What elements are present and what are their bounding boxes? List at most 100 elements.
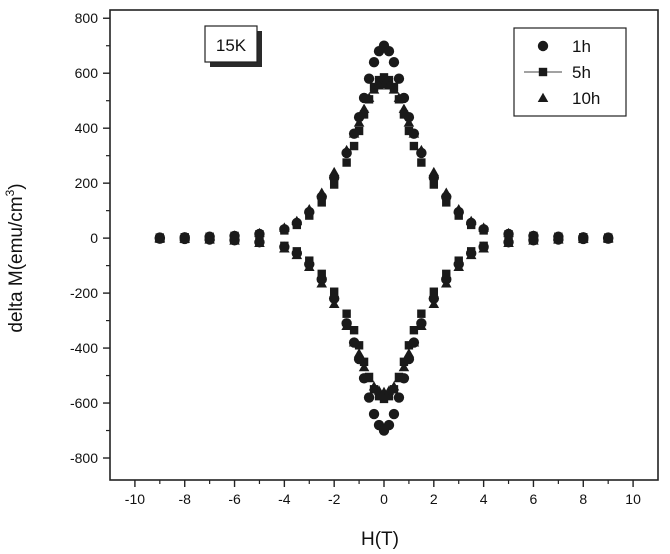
x-tick-label: -4 [278,491,291,507]
data-point-10h [383,80,395,90]
data-point-1h [279,224,290,235]
data-point-10h [358,362,370,372]
data-point-1h [503,237,514,248]
x-tick-label: -8 [179,491,192,507]
data-point-1h [408,337,420,348]
temperature-annotation-text: 15K [216,36,247,55]
data-point-5h [399,357,409,367]
y-tick-label: -600 [70,395,98,411]
data-point-1h [403,111,415,123]
x-tick-label: -6 [228,491,241,507]
legend-marker-5h [538,67,548,77]
data-point-1h [341,318,352,329]
data-point-1h [408,128,420,139]
data-point-1h [353,111,365,123]
data-point-1h [383,419,395,431]
data-point-5h [349,141,359,151]
data-point-1h [291,217,303,229]
data-point-5h [399,110,409,119]
legend-label: 1h [572,37,591,56]
data-point-1h [368,57,380,68]
data-point-1h [578,233,589,245]
data-point-1h [388,57,400,68]
data-point-5h [354,126,364,136]
data-point-10h [358,103,370,113]
data-point-5h [429,180,439,189]
data-point-5h [379,394,389,404]
data-point-1h [204,234,215,245]
data-point-1h [478,224,489,235]
x-tick-label: 2 [430,491,438,507]
data-point-1h [453,259,464,270]
data-point-10h [398,103,410,113]
legend: 1h 5h 10h [513,27,627,117]
series-1h [154,40,614,436]
data-point-1h [416,147,427,159]
data-point-5h [417,309,426,318]
data-point-10h [398,362,410,372]
data-point-1h [353,353,365,365]
data-point-1h [403,353,415,365]
x-tick-label: 8 [579,491,587,507]
data-point-1h [254,237,265,248]
legend-item-5h: 5h [524,63,591,82]
data-point-1h [358,92,370,104]
data-point-5h [442,269,451,279]
series-5h [155,73,613,404]
x-tick-label: 6 [530,491,538,507]
data-point-1h [154,233,166,244]
y-tick-label: -800 [70,450,98,466]
data-point-1h [304,259,315,270]
data-point-5h [417,158,426,167]
data-point-1h [383,46,395,57]
data-point-1h [368,408,380,420]
data-point-5h [359,110,369,119]
data-point-1h [341,147,352,159]
y-axis: -800 -600 -400 -200 0 200 400 600 800 [70,10,110,466]
data-point-1h [348,128,360,139]
data-point-1h [478,241,489,253]
plot-area [109,9,659,481]
y-tick-label: -200 [70,285,98,301]
temperature-annotation: 15K [204,25,262,67]
x-tick-label: -10 [125,491,145,507]
data-point-1h [398,92,410,104]
data-point-5h [384,75,394,85]
x-tick-label: 4 [480,491,488,507]
series-10h [154,78,614,397]
data-point-10h [388,381,400,391]
data-point-1h [528,235,539,246]
data-point-1h [291,248,303,259]
data-point-1h [428,172,440,183]
data-point-1h [441,274,452,285]
data-point-1h [348,337,360,348]
data-point-1h [465,248,477,259]
data-point-1h [441,191,452,203]
x-axis-title: H(T) [361,529,399,550]
data-point-1h [602,233,614,244]
data-point-1h [553,234,564,245]
y-tick-label: 200 [75,175,99,191]
data-point-1h [465,217,477,229]
data-point-5h [374,75,384,85]
y-axis-title-main: delta M(emu/cm [6,196,27,332]
data-point-5h [317,198,326,207]
x-tick-label: -2 [328,491,341,507]
data-point-1h [416,318,427,329]
data-point-1h [279,241,290,253]
y-axis-title: delta M(emu/cm3) [3,183,27,332]
data-point-5h [409,326,419,335]
y-tick-label: -400 [70,340,98,356]
legend-marker-1h [537,40,549,52]
data-point-5h [359,357,369,367]
legend-marker-10h [537,92,549,102]
data-point-1h [316,274,327,285]
data-point-1h [453,206,464,218]
series-layer [154,40,614,436]
y-tick-label: 600 [75,65,99,81]
data-point-5h [374,391,384,401]
data-point-10h [388,84,400,94]
data-point-5h [442,198,451,207]
data-point-1h [388,408,400,420]
y-tick-label: 0 [90,230,98,246]
